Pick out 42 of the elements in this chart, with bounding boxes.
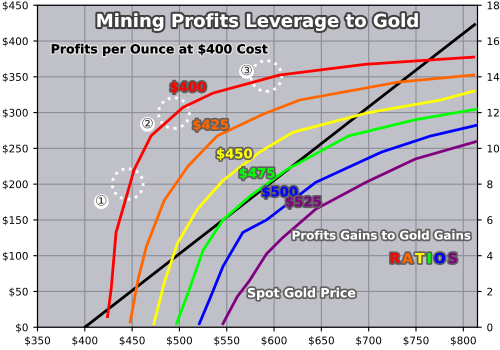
y-tick-label: $100 (2, 252, 28, 262)
x-tick-label: $600 (262, 336, 287, 346)
annotation: ② (142, 118, 153, 128)
y2-tick-label: 14 (488, 73, 500, 81)
x-tick-label: $400 (72, 336, 98, 346)
chart-title: Mining Profits Leverage to Gold (97, 13, 418, 31)
y2-axis-title: Profits Gains to Gold Gains (292, 230, 470, 240)
series-label: $400 (170, 81, 206, 94)
x-tick-label: $500 (167, 336, 192, 346)
x-tick-label: $700 (356, 336, 382, 346)
x-tick-label: $350 (25, 336, 50, 346)
x-tick-label: $750 (404, 336, 429, 346)
y2-tick-label: 16 (488, 37, 500, 46)
series-label: $475 (240, 168, 274, 180)
y-tick-label: $150 (2, 216, 28, 226)
y-tick-label: $350 (2, 72, 28, 82)
series-label: $425 (193, 119, 228, 132)
y2-tick-label: 8 (487, 180, 492, 188)
y-tick-label: $450 (2, 1, 28, 11)
y2-tick-label: 18 (488, 1, 500, 10)
x-axis-title: Spot Gold Price (248, 288, 356, 300)
x-tick-label: $550 (214, 336, 240, 346)
y-tick-label: $400 (2, 37, 28, 47)
y-tick-label: $250 (2, 144, 28, 154)
y2-tick-label: 6 (487, 216, 492, 224)
annotation: ① (96, 195, 106, 206)
y-tick-label: $50 (9, 288, 28, 297)
y2-tick-label: 4 (487, 252, 493, 260)
x-tick-label: $450 (120, 336, 145, 346)
y-tick-label: $0 (16, 323, 28, 333)
x-tick-label: $800 (450, 336, 476, 346)
annotation: ③ (241, 64, 252, 76)
series-label: $450 (216, 148, 252, 160)
y2-tick-label: 10 (488, 144, 500, 152)
y2-tick-label: 0 (487, 323, 492, 332)
text: Profits per Ounce at $400 Cost (52, 44, 268, 56)
series-label: $500 (262, 186, 298, 198)
y-tick-label: $200 (2, 180, 28, 190)
y2-tick-label: 2 (487, 288, 492, 296)
x-tick-label: $650 (308, 336, 334, 346)
y2-tick-label: 12 (488, 108, 499, 117)
y-tick-label: $300 (2, 108, 28, 118)
